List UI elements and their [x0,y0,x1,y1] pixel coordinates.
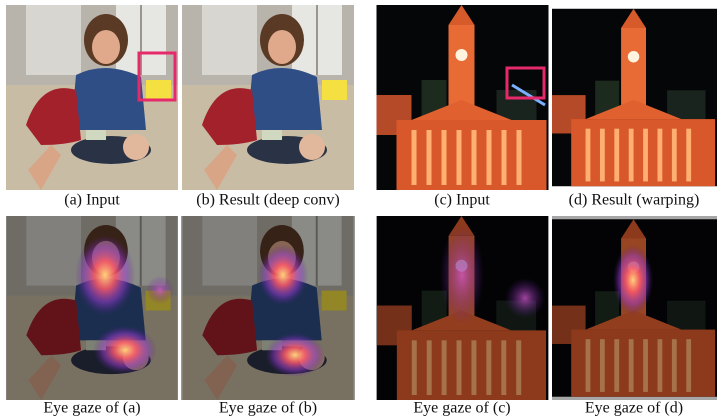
photo [552,9,717,186]
caption: (a) Input [64,192,120,209]
photo [182,5,354,190]
gaze-map [552,216,717,400]
caption: Eye gaze of (c) [413,400,510,417]
caption: (d) Result (warping) [569,192,700,209]
caption: (b) Result (deep conv) [196,192,340,209]
gaze-map [376,216,549,400]
caption: (c) Input [434,192,490,209]
gaze-map [181,216,355,400]
gaze-map [6,216,178,400]
photo [6,5,178,190]
figure: (a) Input (b) Result (deep conv) (c) Inp… [0,0,717,418]
caption: Eye gaze of (d) [585,400,683,417]
caption: Eye gaze of (b) [219,400,317,417]
caption: Eye gaze of (a) [43,400,140,417]
